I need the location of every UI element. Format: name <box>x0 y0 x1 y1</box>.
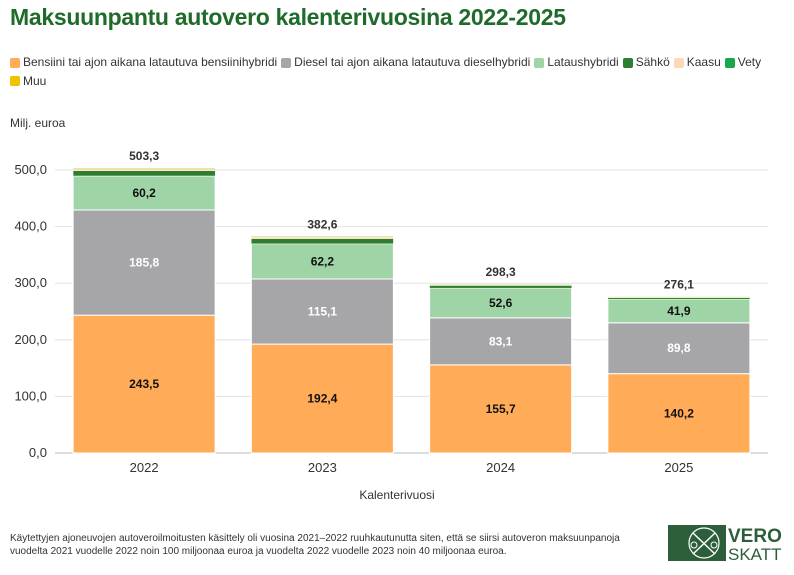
data-label: 62,2 <box>311 254 335 268</box>
bar-segment <box>429 317 573 366</box>
legend-label: Diesel tai ajon aikana latautuva dieselh… <box>294 55 531 69</box>
legend-item[interactable]: Muu <box>10 73 46 90</box>
y-tick-label: 200,0 <box>14 332 47 347</box>
total-label: 382,6 <box>307 217 337 231</box>
bar-segment <box>251 238 394 244</box>
y-axis-label: Milj. euroa <box>10 116 66 130</box>
data-label: 41,9 <box>667 304 691 318</box>
legend-swatch <box>622 57 633 68</box>
bar-segment <box>429 364 573 454</box>
bar-segment <box>72 209 216 316</box>
y-tick-label: 0,0 <box>29 445 47 460</box>
bar-segment <box>250 343 394 454</box>
data-label: 192,4 <box>307 392 337 406</box>
bar-segment <box>72 175 216 211</box>
legend-label: Bensiini tai ajon aikana latautuva bensi… <box>23 55 278 69</box>
vero-skatt-logo: VERO SKATT <box>668 525 782 563</box>
legend-swatch <box>10 76 20 86</box>
legend-item[interactable]: Vety <box>724 54 762 71</box>
total-label: 276,1 <box>664 278 694 292</box>
bar-segment <box>250 278 394 345</box>
bar-segment <box>607 297 751 300</box>
x-tick-label: 2024 <box>486 460 515 475</box>
bar-segment <box>429 285 572 289</box>
chart-title: Maksuunpantu autovero kalenterivuosina 2… <box>10 4 566 30</box>
bar-segment <box>607 322 751 375</box>
x-tick-label: 2022 <box>130 460 159 475</box>
bar-segment <box>250 243 394 280</box>
bar-segment <box>429 287 573 319</box>
y-tick-label: 300,0 <box>14 275 47 290</box>
data-label: 60,2 <box>132 186 156 200</box>
legend-swatch <box>673 57 684 68</box>
legend-label: Vety <box>737 55 762 69</box>
legend-swatch <box>10 57 20 68</box>
bar-segment <box>72 314 216 454</box>
x-tick-label: 2025 <box>664 460 693 475</box>
data-label: 89,8 <box>667 341 691 355</box>
data-label: 52,6 <box>489 296 513 310</box>
data-label: 140,2 <box>664 406 694 420</box>
y-tick-label: 400,0 <box>14 219 47 234</box>
y-tick-label: 100,0 <box>14 388 47 403</box>
total-label: 503,3 <box>129 149 159 163</box>
bar-segment <box>429 284 572 285</box>
legend-label: Sähkö <box>635 55 670 69</box>
bar-segment <box>251 236 394 238</box>
footnote: Käytettyjen ajoneuvojen autoveroilmoitus… <box>10 533 620 557</box>
data-label: 155,7 <box>486 402 516 416</box>
legend-label: Lataushybridi <box>547 55 619 69</box>
legend-item[interactable]: Bensiini tai ajon aikana latautuva bensi… <box>10 54 277 71</box>
y-tick-label: 500,0 <box>14 162 47 177</box>
legend: Bensiini tai ajon aikana latautuva bensi… <box>10 54 790 91</box>
x-axis-label: Kalenterivuosi <box>359 488 435 502</box>
bar-segment <box>72 170 216 177</box>
data-label: 185,8 <box>129 256 159 270</box>
legend-item[interactable]: Sähkö <box>622 54 670 71</box>
legend-item[interactable]: Diesel tai ajon aikana latautuva dieselh… <box>281 54 530 71</box>
legend-label: Kaasu <box>686 55 721 69</box>
bar-segment <box>607 296 751 298</box>
x-tick-label: 2023 <box>308 460 337 475</box>
data-label: 83,1 <box>489 334 513 348</box>
logo-text-skatt: SKATT <box>728 545 782 563</box>
data-label: 115,1 <box>308 305 338 319</box>
legend-item[interactable]: Kaasu <box>673 54 721 71</box>
data-label: 243,5 <box>129 377 159 391</box>
logo-text-vero: VERO <box>728 526 782 547</box>
legend-label: Muu <box>23 73 47 88</box>
legend-swatch <box>281 57 292 68</box>
bar-segment <box>72 167 216 170</box>
legend-item[interactable]: Lataushybridi <box>534 54 619 71</box>
legend-swatch <box>724 57 735 68</box>
total-label: 298,3 <box>486 265 516 279</box>
legend-swatch <box>534 57 545 68</box>
